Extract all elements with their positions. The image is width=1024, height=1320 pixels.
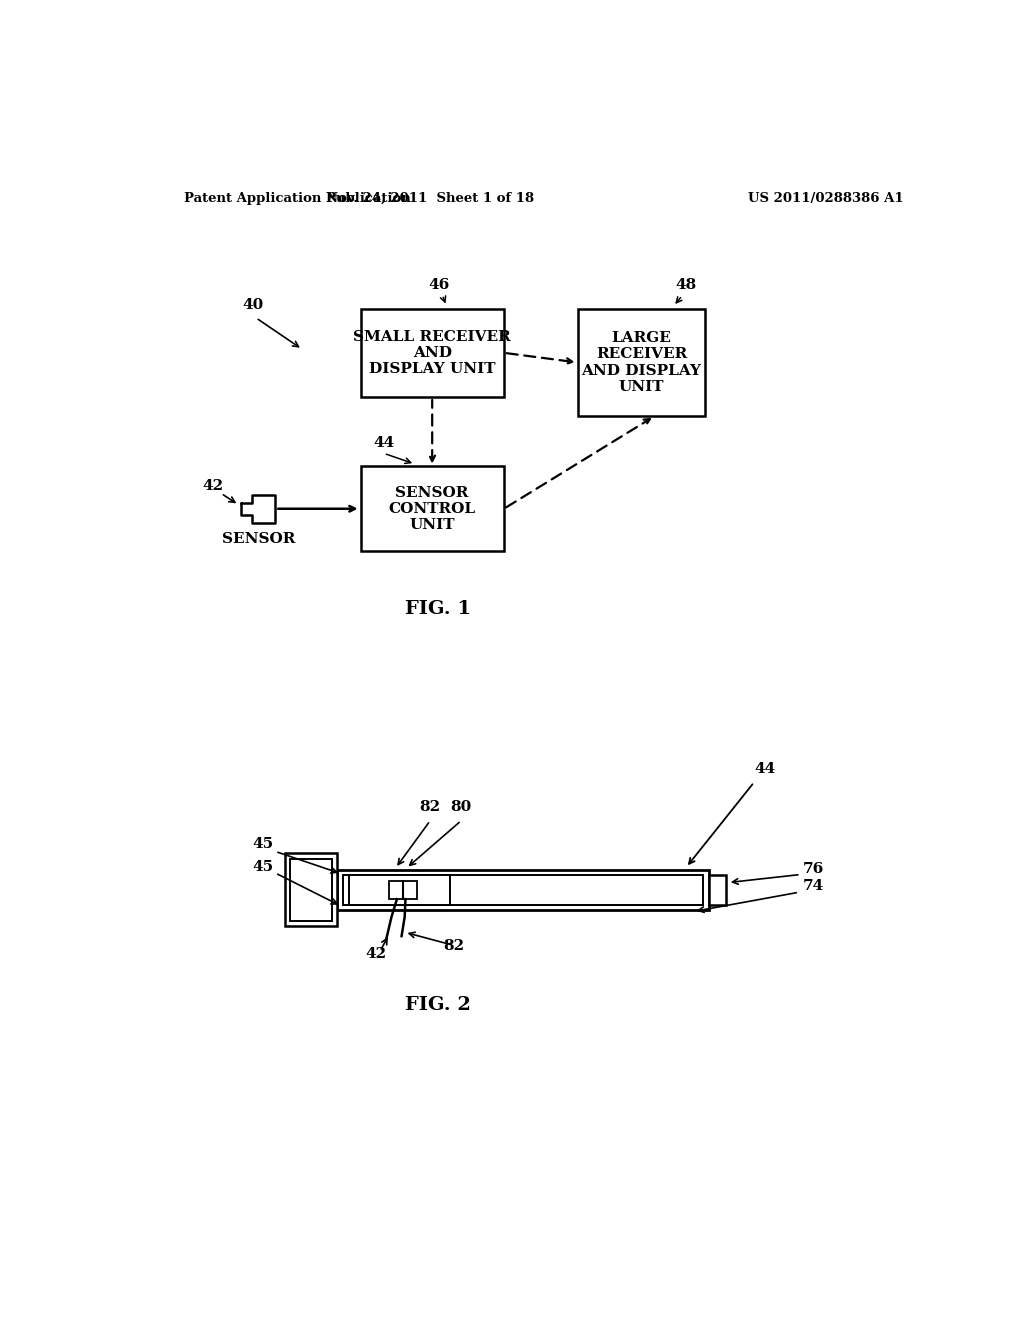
Text: 74: 74	[802, 879, 823, 892]
Text: SENSOR: SENSOR	[221, 532, 295, 546]
Text: 44: 44	[373, 436, 394, 450]
Text: FIG. 1: FIG. 1	[404, 599, 471, 618]
Text: 42: 42	[366, 946, 387, 961]
Text: Nov. 24, 2011  Sheet 1 of 18: Nov. 24, 2011 Sheet 1 of 18	[327, 191, 535, 205]
Text: 48: 48	[676, 279, 696, 292]
Text: US 2011/0288386 A1: US 2011/0288386 A1	[748, 191, 903, 205]
Bar	[389, 880, 417, 899]
Text: SENSOR
CONTROL
UNIT: SENSOR CONTROL UNIT	[389, 486, 476, 532]
Text: 76: 76	[802, 862, 823, 876]
Text: 42: 42	[203, 479, 224, 492]
Text: FIG. 2: FIG. 2	[406, 997, 471, 1014]
Bar	[578, 309, 706, 416]
Text: LARGE
RECEIVER
AND DISPLAY
UNIT: LARGE RECEIVER AND DISPLAY UNIT	[582, 331, 701, 393]
Text: 82: 82	[443, 939, 464, 953]
Text: 44: 44	[755, 762, 775, 776]
Bar	[710, 875, 726, 904]
Bar	[290, 859, 332, 921]
Bar	[337, 870, 710, 909]
Text: SMALL RECEIVER
AND
DISPLAY UNIT: SMALL RECEIVER AND DISPLAY UNIT	[353, 330, 511, 376]
Text: 40: 40	[243, 297, 264, 312]
Text: Patent Application Publication: Patent Application Publication	[183, 191, 411, 205]
Bar	[285, 853, 337, 927]
Bar	[360, 309, 504, 397]
Bar	[343, 874, 703, 906]
Text: 45: 45	[253, 859, 273, 874]
Text: 45: 45	[253, 837, 273, 850]
Bar	[360, 466, 504, 552]
Text: 82: 82	[420, 800, 440, 814]
Text: 80: 80	[451, 800, 472, 814]
Bar	[349, 874, 450, 906]
Text: 46: 46	[429, 279, 450, 292]
